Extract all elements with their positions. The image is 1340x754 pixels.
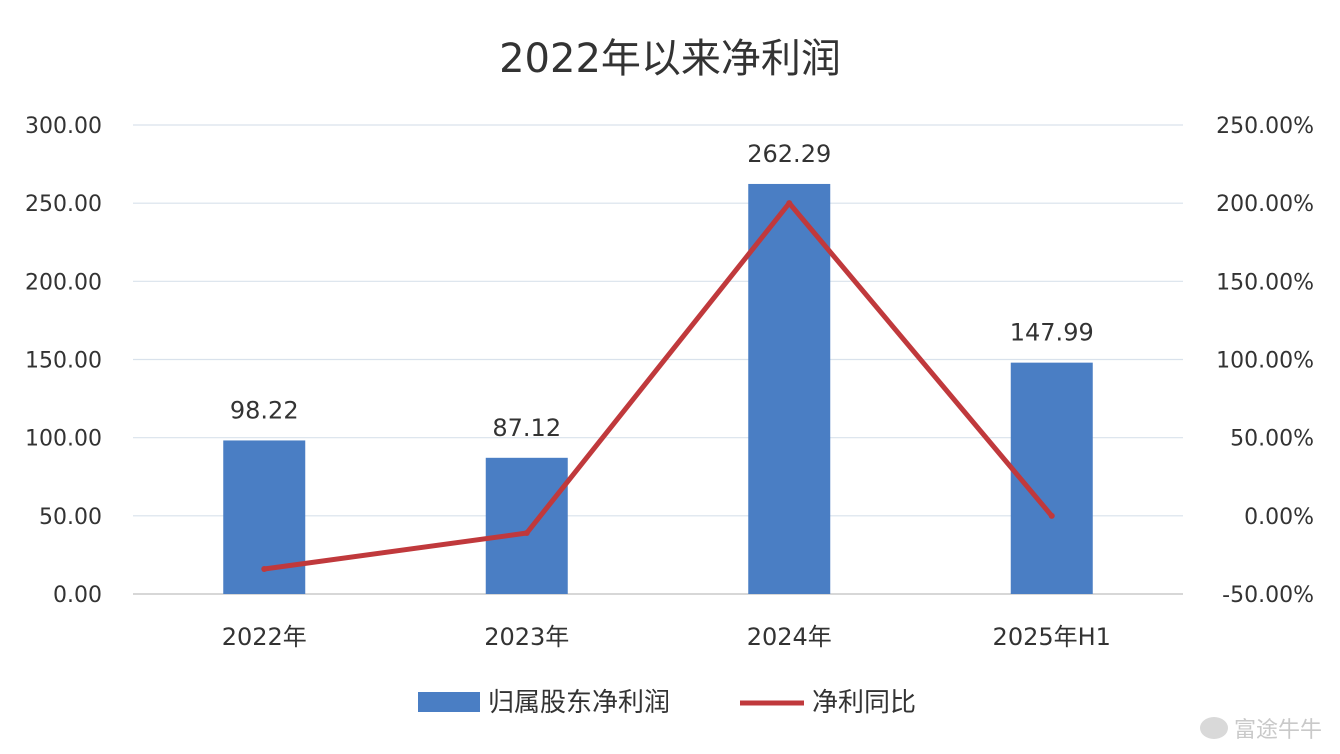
x-tick-label: 2022年	[222, 623, 307, 651]
data-label: 262.29	[747, 140, 831, 168]
line-point	[523, 530, 530, 537]
chart-title: 2022年以来净利润	[499, 36, 841, 82]
watermark-text: 富途牛牛	[1233, 718, 1322, 743]
legend-bar-swatch	[418, 692, 480, 712]
x-tick-label: 2023年	[484, 623, 569, 651]
legend-bar-label: 归属股东净利润	[488, 688, 670, 718]
y-left-tick-label: 300.00	[25, 114, 102, 139]
yoy-growth-line	[261, 200, 1055, 572]
y-left-tick-label: 0.00	[53, 583, 102, 608]
y-left-tick-label: 100.00	[25, 427, 102, 452]
bar	[748, 183, 831, 594]
y-right-tick-label: 0.00%	[1244, 505, 1314, 530]
watermark: 富途牛牛	[1199, 712, 1322, 744]
line-point	[261, 565, 268, 572]
data-label: 98.22	[230, 396, 299, 424]
y-left-tick-label: 250.00	[25, 192, 102, 217]
data-label: 87.12	[492, 414, 561, 442]
watermark-logo-icon	[1199, 717, 1228, 739]
bar	[485, 457, 568, 594]
line-point	[1048, 512, 1055, 519]
y-right-tick-label: 50.00%	[1230, 427, 1314, 452]
y-left-tick-label: 150.00	[25, 349, 102, 374]
y-left-tick-label: 200.00	[25, 270, 102, 295]
data-label: 147.99	[1010, 319, 1094, 347]
y-right-tick-label: -50.00%	[1222, 583, 1314, 608]
line-point	[786, 200, 793, 207]
y-right-tick-label: 200.00%	[1216, 192, 1314, 217]
bar	[1010, 362, 1093, 594]
y-right-tick-label: 150.00%	[1216, 270, 1314, 295]
x-tick-label: 2025年H1	[993, 623, 1111, 651]
x-tick-label: 2024年	[747, 623, 832, 651]
y-right-tick-label: 100.00%	[1216, 349, 1314, 374]
y-left-tick-label: 50.00	[39, 505, 102, 530]
legend-line-label: 净利同比	[812, 688, 916, 718]
y-right-tick-label: 250.00%	[1216, 114, 1314, 139]
